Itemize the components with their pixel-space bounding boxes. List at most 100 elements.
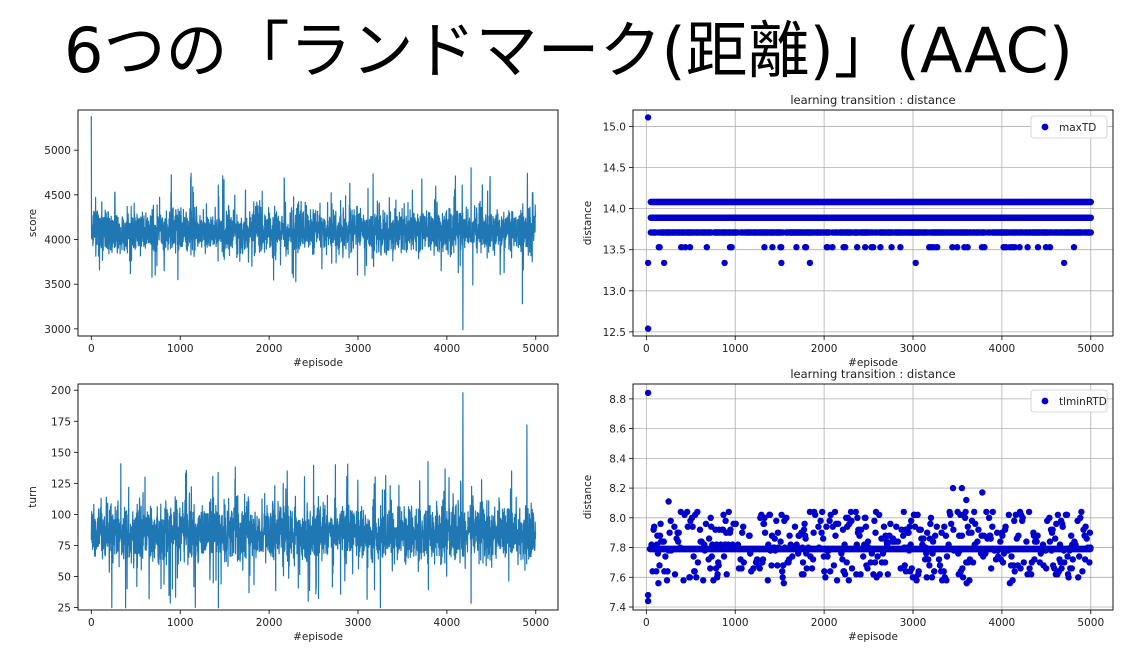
x-axis-label: #episode [848,357,898,369]
data-point [739,529,746,536]
data-point [778,244,785,251]
data-point [665,498,672,505]
data-point [842,244,849,251]
data-point [1069,556,1077,563]
data-point [657,520,664,527]
data-point [974,538,981,545]
data-point [881,559,889,566]
series-line [90,116,537,331]
page-title: 6つの「ランドマーク(距離)」(AAC) [64,14,1073,87]
y-tick-label: 4500 [44,190,71,202]
data-point [715,562,722,569]
x-tick-label: 1000 [722,617,749,629]
data-point [999,559,1007,566]
data-point [707,514,714,521]
data-point [962,508,969,516]
data-point [958,532,966,539]
data-point [720,553,728,560]
data-point [941,523,948,530]
y-tick-label: 8.2 [609,483,626,495]
data-point [746,532,753,539]
data-point [927,514,935,521]
y-tick-label: 8.6 [609,424,626,436]
data-point [1025,508,1033,516]
data-point [824,244,831,251]
data-point [667,517,674,524]
data-point [1046,514,1053,521]
data-point [958,484,966,492]
data-point [801,520,808,527]
x-tick-label: 2000 [256,343,283,355]
data-point [686,574,694,581]
chart-title: learning transition : distance [790,367,955,381]
y-tick-label: 12.5 [603,327,626,339]
data-point [856,532,863,539]
data-point [905,529,912,536]
data-point [949,244,956,251]
data-point [841,571,849,578]
data-point [985,514,993,521]
data-point [888,244,895,251]
data-point [810,529,817,536]
data-point [989,508,996,516]
data-point [854,514,861,521]
data-point [943,553,951,560]
x-tick-label: 0 [643,617,650,629]
data-point [874,553,881,560]
data-point [961,514,969,521]
data-point [1019,514,1026,521]
data-point [1015,532,1022,539]
data-point [714,571,721,578]
data-point [756,565,763,572]
data-point [860,553,867,560]
data-point [1002,523,1009,530]
data-point [1076,553,1083,560]
data-point [826,517,833,524]
data-point [876,511,883,518]
data-point [663,577,671,584]
data-point [897,244,904,251]
data-point [963,496,970,504]
data-point [864,565,871,572]
data-point [1017,565,1024,572]
data-point [708,553,715,560]
data-point [823,523,830,530]
data-point [1043,565,1050,572]
data-point [832,532,839,539]
y-tick-label: 15.0 [603,121,626,133]
data-point [966,577,973,584]
data-point [660,538,667,545]
data-point [821,568,828,575]
x-axis-label: #episode [848,631,898,643]
data-point [1020,559,1027,566]
data-point [964,523,971,530]
data-point [920,535,927,542]
data-point [675,538,682,545]
data-point [740,559,747,566]
data-point [862,514,869,521]
data-point [884,571,891,578]
data-point [877,244,884,251]
data-point [950,526,957,533]
data-point [831,508,839,516]
data-point [1075,574,1082,581]
data-point [1077,514,1084,521]
data-point [934,244,941,251]
y-tick-label: 8.8 [609,394,626,406]
x-tick-label: 3000 [900,343,927,355]
data-point [997,538,1004,545]
data-point [999,532,1006,539]
data-point [656,562,663,569]
data-point [644,389,652,397]
data-point [1028,571,1035,578]
data-point [942,532,950,539]
legend-marker [1041,397,1049,405]
x-tick-label: 3000 [345,343,372,355]
data-point [972,520,979,527]
data-point [979,489,986,496]
data-point [854,244,861,251]
data-point [1063,511,1071,518]
